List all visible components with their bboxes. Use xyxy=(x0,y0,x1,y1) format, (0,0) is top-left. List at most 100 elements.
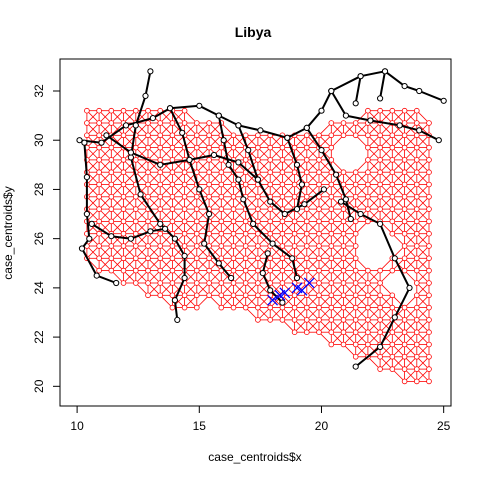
lattice-link xyxy=(318,245,332,259)
lattice-point xyxy=(255,267,261,274)
lattice-point xyxy=(230,206,237,212)
lattice-link xyxy=(159,233,173,247)
lattice-link xyxy=(416,110,430,124)
lattice-point xyxy=(255,144,261,151)
lattice-link xyxy=(318,122,332,136)
lattice-link xyxy=(318,258,332,271)
lattice-link xyxy=(208,295,222,308)
lattice-point xyxy=(401,378,408,385)
lattice-point xyxy=(230,292,237,299)
lattice-link xyxy=(208,233,222,247)
lattice-link xyxy=(269,295,283,308)
lattice-point xyxy=(316,230,322,237)
lattice-link xyxy=(392,344,405,358)
lattice-link xyxy=(306,319,320,333)
lattice-point xyxy=(194,304,200,311)
lattice-link xyxy=(306,307,320,321)
lattice-point xyxy=(340,304,347,311)
lattice-point xyxy=(389,230,396,237)
lattice-link xyxy=(123,208,137,222)
lattice-link xyxy=(367,196,381,210)
lattice-link xyxy=(379,110,393,124)
lattice-link xyxy=(306,233,320,247)
lattice-link xyxy=(367,319,381,333)
lattice-link xyxy=(208,245,222,259)
lattice-point xyxy=(389,181,396,188)
lattice-point xyxy=(181,169,188,176)
lattice-point xyxy=(291,292,298,299)
network-node xyxy=(293,274,301,282)
lattice-point xyxy=(365,157,371,163)
lattice-point xyxy=(340,341,347,348)
lattice-point xyxy=(255,317,261,323)
lattice-link xyxy=(416,147,430,161)
lattice-point xyxy=(365,181,371,188)
lattice-link xyxy=(282,221,295,234)
lattice-link xyxy=(147,258,161,271)
lattice-link xyxy=(147,171,161,185)
network-node xyxy=(201,240,208,247)
lattice-point xyxy=(145,267,151,274)
lattice-link xyxy=(282,295,295,308)
lattice-link xyxy=(392,196,405,210)
lattice-link xyxy=(355,307,369,321)
lattice-point xyxy=(377,366,383,372)
network-node xyxy=(264,250,271,257)
lattice-link xyxy=(331,159,344,173)
network-node xyxy=(76,137,83,144)
lattice-point xyxy=(426,144,432,151)
lattice-point xyxy=(389,194,396,200)
network-node xyxy=(381,68,389,75)
lattice-link xyxy=(404,368,418,382)
lattice-point xyxy=(316,255,322,262)
lattice-point xyxy=(194,206,200,212)
lattice-link xyxy=(318,135,332,148)
lattice-point xyxy=(194,230,200,237)
lattice-point xyxy=(145,292,151,299)
lattice-point xyxy=(96,206,102,212)
lattice-point xyxy=(96,218,102,225)
lattice-point xyxy=(230,181,237,188)
lattice-link xyxy=(98,221,112,234)
network-node xyxy=(318,107,325,114)
lattice-link xyxy=(86,147,100,161)
network-node xyxy=(235,159,242,166)
lattice-link xyxy=(343,233,356,247)
lattice-link xyxy=(306,171,320,185)
lattice-link xyxy=(416,184,430,198)
lattice-link xyxy=(343,319,356,333)
lattice-link xyxy=(98,171,112,185)
network-node xyxy=(257,127,264,134)
lattice-point xyxy=(401,194,408,200)
lattice-link xyxy=(404,221,418,234)
lattice-point xyxy=(316,329,322,336)
lattice-link xyxy=(318,307,332,321)
lattice-point xyxy=(365,218,371,225)
lattice-point xyxy=(352,218,359,225)
lattice-point xyxy=(413,378,420,385)
lattice-link xyxy=(233,258,246,271)
network-node xyxy=(181,252,188,259)
network-node xyxy=(171,235,178,242)
network-node xyxy=(440,97,447,104)
lattice-point xyxy=(255,280,261,286)
lattice-link xyxy=(111,159,124,173)
lattice-point xyxy=(352,341,359,348)
network-node xyxy=(206,210,213,218)
lattice-point xyxy=(169,218,176,225)
lattice-link xyxy=(404,344,418,358)
lattice-point xyxy=(120,255,127,262)
lattice-point xyxy=(157,267,164,274)
lattice-point xyxy=(426,353,432,360)
y-tick-label: 28 xyxy=(32,182,46,196)
lattice-link xyxy=(111,122,124,136)
lattice-link xyxy=(306,208,320,222)
lattice-link xyxy=(355,171,369,185)
network-node xyxy=(320,186,327,193)
network-node xyxy=(342,112,349,119)
lattice-link xyxy=(392,356,405,370)
lattice-point xyxy=(120,132,127,139)
lattice-point xyxy=(255,132,261,139)
network-path xyxy=(379,70,386,100)
lattice-link xyxy=(416,159,430,173)
